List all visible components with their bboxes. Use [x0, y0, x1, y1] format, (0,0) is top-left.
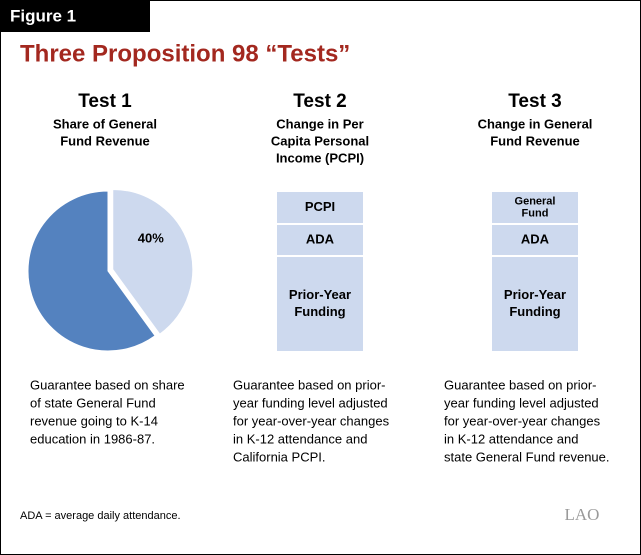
test-heading: Test 3: [508, 91, 562, 112]
test-description: California PCPI.: [233, 449, 325, 464]
test-description: year funding level adjusted: [444, 395, 599, 410]
pie-slice: [112, 188, 194, 335]
test-description: revenue going to K-14: [30, 413, 158, 428]
test-subtitle: Change in Per: [276, 116, 363, 131]
test-subtitle: Capita Personal: [271, 133, 369, 148]
test-description: for year-over-year changes: [233, 413, 390, 428]
stack-box: [492, 257, 578, 351]
box-label: ADA: [306, 231, 335, 246]
test-description: Guarantee based on prior-: [444, 377, 596, 392]
box-label: Funding: [509, 304, 560, 319]
test-description: state General Fund revenue.: [444, 449, 610, 464]
test-description: in K-12 attendance and: [444, 431, 578, 446]
test-heading: Test 2: [293, 91, 347, 112]
box-label: General: [515, 195, 556, 207]
logo: LAO: [565, 505, 600, 524]
test-description: Guarantee based on share: [30, 377, 185, 392]
test-subtitle: Fund Revenue: [490, 133, 580, 148]
box-label: PCPI: [305, 199, 335, 214]
stack-box: [277, 225, 363, 255]
test-heading: Test 1: [78, 91, 132, 112]
test-description: education in 1986-87.: [30, 431, 155, 446]
box-label: ADA: [521, 231, 550, 246]
test-description: year funding level adjusted: [233, 395, 388, 410]
box-label: Funding: [294, 304, 345, 319]
test-description: Guarantee based on prior-: [233, 377, 385, 392]
box-label: Prior-Year: [504, 287, 566, 302]
stack-box: [277, 257, 363, 351]
test-subtitle: Income (PCPI): [276, 150, 364, 165]
stack-box: [492, 192, 578, 223]
footnote: ADA = average daily attendance.: [20, 510, 181, 522]
box-label: Prior-Year: [289, 287, 351, 302]
test-subtitle: Fund Revenue: [60, 133, 150, 148]
stack-box: [277, 192, 363, 223]
pie-slice: [27, 190, 156, 352]
box-label: Fund: [522, 207, 549, 219]
pie-label: 40%: [138, 231, 164, 246]
test-description: of state General Fund: [30, 395, 156, 410]
figure-title: Three Proposition 98 “Tests”: [20, 40, 350, 67]
test-subtitle: Change in General: [478, 116, 593, 131]
figure-tab: [0, 0, 150, 32]
test-subtitle: Share of General: [53, 116, 157, 131]
test-description: for year-over-year changes: [444, 413, 601, 428]
figure-label: Figure 1: [10, 6, 76, 25]
test-description: in K-12 attendance and: [233, 431, 367, 446]
stack-box: [492, 225, 578, 255]
